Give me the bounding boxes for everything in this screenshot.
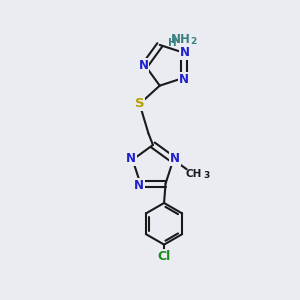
Text: Cl: Cl: [158, 250, 171, 263]
Text: N: N: [170, 152, 180, 165]
Text: N: N: [139, 59, 148, 72]
Text: 2: 2: [190, 38, 197, 46]
Text: N: N: [180, 46, 190, 59]
Text: N: N: [134, 178, 144, 192]
Text: N: N: [179, 73, 189, 86]
Text: N: N: [126, 152, 136, 165]
Text: S: S: [135, 98, 144, 110]
Text: H: H: [168, 38, 177, 48]
Text: NH: NH: [171, 33, 191, 46]
Text: CH: CH: [185, 169, 201, 179]
Text: 3: 3: [203, 171, 209, 180]
